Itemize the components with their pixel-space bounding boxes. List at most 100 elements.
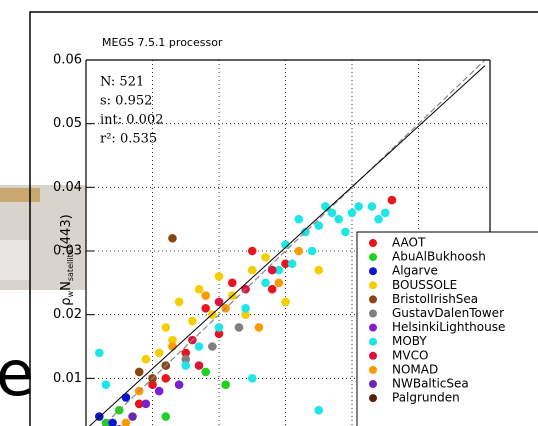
point	[168, 335, 177, 345]
y-label-part: ρ	[59, 297, 74, 305]
legend-label: AAOT	[392, 236, 426, 250]
panel-frame	[29, 11, 538, 426]
point	[354, 202, 363, 211]
legend-marker	[369, 351, 377, 360]
y-tick-label: 0.05	[53, 116, 82, 131]
legend-label: MVCO	[392, 348, 428, 362]
point	[281, 259, 290, 269]
legend-label: NWBalticSea	[392, 377, 469, 391]
point	[347, 208, 357, 218]
point	[174, 380, 184, 390]
point	[234, 323, 244, 332]
legend-marker	[369, 253, 377, 262]
point	[108, 418, 117, 426]
point	[168, 233, 177, 243]
point	[334, 214, 344, 224]
legend-marker	[369, 267, 377, 276]
point	[247, 265, 257, 275]
point	[254, 323, 264, 332]
legend-marker	[369, 337, 377, 346]
y-label-part: w	[66, 290, 75, 297]
legend-marker	[369, 380, 377, 388]
point	[194, 284, 204, 294]
y-tick-label: 0.01	[53, 371, 82, 386]
identity-line	[101, 60, 486, 426]
point	[287, 259, 297, 269]
y-tick-label: 0.04	[53, 180, 82, 195]
point	[214, 297, 224, 307]
y-tick-label: 0.06	[53, 53, 82, 68]
point	[247, 246, 257, 256]
stat-text: N: 521	[100, 75, 144, 90]
point	[201, 367, 210, 377]
legend-marker	[369, 281, 377, 290]
legend-label: NOMAD	[392, 362, 438, 376]
point	[241, 310, 250, 319]
point	[261, 253, 270, 262]
point	[267, 284, 277, 294]
point	[188, 316, 197, 326]
point	[148, 380, 157, 390]
stat-text: int: 0.002	[100, 113, 163, 128]
legend-marker	[369, 323, 377, 332]
legend-label: AbuAlBukhoosh	[392, 250, 486, 264]
point	[194, 361, 204, 370]
point	[128, 412, 137, 421]
point	[281, 240, 290, 249]
point	[174, 297, 184, 307]
point	[294, 214, 304, 224]
chart-title: MEGS 7.5.1 processor	[102, 36, 223, 49]
legend-label: Palgrunden	[392, 391, 460, 405]
point	[154, 386, 164, 396]
point	[374, 214, 383, 224]
point	[314, 405, 324, 415]
legend-marker	[369, 394, 377, 403]
y-tick-label: 0.03	[53, 244, 82, 259]
point	[314, 265, 324, 275]
point	[214, 329, 224, 339]
point	[241, 304, 250, 313]
point	[181, 361, 191, 370]
point	[208, 342, 217, 351]
point	[154, 348, 164, 358]
point	[221, 380, 230, 390]
point	[181, 354, 191, 364]
legend-box	[356, 231, 538, 426]
legend-marker	[369, 295, 377, 304]
point	[95, 348, 104, 358]
stat-text: r²: 0.535	[100, 132, 157, 147]
point	[294, 246, 304, 256]
point	[134, 399, 144, 409]
point	[201, 304, 210, 313]
stat-text: s: 0.952	[100, 94, 152, 109]
point	[380, 208, 390, 218]
point	[201, 291, 210, 300]
legend-label: BOUSSOLE	[392, 278, 457, 292]
y-label-part: N	[59, 281, 74, 291]
point	[181, 348, 191, 358]
legend-label: Algarve	[392, 264, 438, 278]
point	[367, 202, 377, 211]
background-letter: e	[0, 337, 34, 410]
legend-marker	[369, 239, 377, 247]
point	[261, 278, 270, 288]
background-strip	[0, 188, 40, 202]
point	[267, 265, 277, 275]
point	[307, 246, 317, 256]
point	[161, 323, 171, 332]
point	[141, 354, 151, 364]
point	[168, 342, 177, 351]
point	[121, 418, 131, 426]
point	[228, 278, 237, 288]
point	[214, 323, 224, 332]
point	[274, 265, 284, 275]
point	[387, 195, 397, 205]
point	[101, 380, 111, 390]
y-axis-label: ρwNsatellite(443)	[59, 214, 75, 305]
legend-label: HelsinkiLighthouse	[392, 320, 505, 334]
y-tick-label: 0.02	[53, 307, 82, 322]
point	[274, 278, 284, 288]
point	[314, 221, 324, 230]
y-label-part: satellite	[66, 249, 75, 281]
